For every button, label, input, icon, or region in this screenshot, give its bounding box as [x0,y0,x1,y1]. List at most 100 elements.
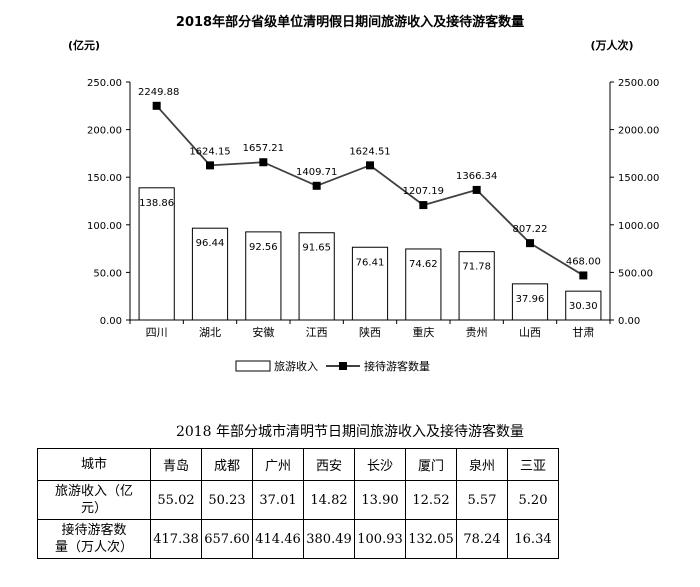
line-data-label: 1624.15 [189,146,230,157]
table-header-city: 青岛 [150,448,202,481]
table-cell: 12.52 [405,480,457,520]
table-header-row: 城市 青岛 成都 广州 西安 长沙 厦门 泉州 三亚 [37,448,559,481]
line-data-label: 1657.21 [243,143,284,154]
bar-series: 138.86 96.44 92.56 91.65 76.41 74.62 71.78 37.9… [138,187,602,321]
table-row-label-line: 接待游客数 [61,523,127,538]
x-tick-label: 四川 [146,326,168,339]
bar [351,246,389,321]
x-tick-label: 重庆 [412,325,434,339]
y-axis-unit-right: (万人次) [590,38,633,52]
x-tick-label: 安徽 [252,325,274,339]
bar [511,283,549,321]
table-header-city: 成都 [201,448,253,481]
table-cell: 5.57 [456,480,508,520]
y-tick-label-right: 2500.00 [618,78,659,89]
line-series: 2249.88 1624.15 1657.21 1409.71 1624.51 1207.… [138,87,601,280]
table-cell: 414.46 [252,519,304,559]
bar [245,231,282,321]
line-point [419,201,428,210]
table-row-label-line: 旅游收入（亿 [54,484,133,499]
table-cell: 657.60 [201,519,253,559]
legend-line-marker [339,362,347,370]
y-tick-label-right: 1500.00 [618,173,659,184]
legend: 旅游收入 接待游客数量 [235,359,430,373]
table-cell: 37.01 [252,480,304,520]
bar-data-label: 96.44 [196,238,225,249]
table-cell: 100.93 [354,519,406,559]
y-tick-label-left: 100.00 [87,221,122,232]
table-row-visitors: 接待游客数 量（万人次） 417.38 657.60 414.46 380.49… [37,519,559,559]
table-cell: 5.20 [507,480,559,520]
axes: 0.00 50.00 100.00 150.00 200.00 250.00 0.00 500… [87,78,659,339]
bar-data-label: 91.65 [302,243,331,254]
x-tick-label: 山西 [519,326,541,339]
legend-bar-swatch [235,360,271,372]
bar-data-label: 71.78 [462,262,491,273]
x-tick-label: 陕西 [359,325,381,339]
bar-data-label: 74.62 [409,259,438,270]
bar [298,232,335,321]
table-row-label-line: 元） [80,501,107,516]
bar [405,248,442,321]
table-title: 2018 年部分城市清明节日期间旅游收入及接待游客数量 [175,424,525,440]
y-tick-label-right: 500.00 [618,268,653,279]
y-tick-label-right: 1000.00 [618,221,659,232]
x-tick-label: 贵州 [466,326,488,339]
line-data-label: 807.22 [513,224,548,235]
table-header-city: 长沙 [354,448,406,481]
bar-data-label: 37.96 [516,294,545,305]
bar-data-label: 30.30 [569,301,598,312]
y-tick-label-right: 0.00 [618,316,640,327]
table-cell: 16.34 [507,519,559,559]
line-data-label: 1409.71 [296,167,337,178]
legend-bar-label: 旅游收入 [274,359,318,373]
chart-title: 2018年部分省级单位清明假日期间旅游收入及接待游客数量 [176,14,524,30]
bar-data-label: 138.86 [139,198,174,209]
table-row-income: 旅游收入（亿 元） 55.02 50.23 37.01 14.82 13.90 … [37,480,559,520]
line-data-label: 468.00 [566,256,601,267]
y-tick-label-left: 200.00 [87,126,122,137]
table-row-label-line: 量（万人次） [54,540,133,555]
bar-data-label: 92.56 [249,242,278,253]
line-data-label: 1624.51 [349,146,390,157]
bar [565,290,602,321]
table-header-city: 广州 [252,448,304,481]
bar [458,251,495,321]
table-cell: 132.05 [405,519,457,559]
table-header-city: 厦门 [405,448,457,481]
table-header-city: 泉州 [456,448,508,481]
table-cell: 13.90 [354,480,406,520]
line-point [579,271,588,280]
bar-data-label: 76.41 [356,257,385,268]
table-header-city: 三亚 [507,448,559,481]
y-tick-label-left: 150.00 [87,173,122,184]
line-data-label: 1366.34 [456,171,497,182]
x-tick-label: 甘肃 [572,326,594,339]
y-axis-unit-left: (亿元) [68,38,100,52]
table-cell: 417.38 [150,519,202,559]
y-tick-label-left: 50.00 [93,268,122,279]
legend-line-label: 接待游客数量 [364,359,430,373]
line-data-label: 2249.88 [138,87,179,98]
y-tick-label-left: 250.00 [87,78,122,89]
y-tick-label-left: 0.00 [100,316,122,327]
line-point [312,181,321,190]
table-cell: 50.23 [201,480,253,520]
x-tick-label: 江西 [306,326,328,339]
table-cell: 14.82 [303,480,355,520]
table-row-label: 接待游客数 量（万人次） [37,519,151,559]
line-point [366,161,374,170]
line-point [152,101,161,110]
table-header-label: 城市 [37,448,151,481]
x-tick-label: 湖北 [199,326,221,339]
bar [138,187,175,321]
combo-chart: 2018年部分省级单位清明假日期间旅游收入及接待游客数量 (亿元) (万人次) … [68,14,659,373]
table-cell: 380.49 [303,519,355,559]
city-data-table: 城市 青岛 成都 广州 西安 长沙 厦门 泉州 三亚 旅游收入（亿 元） 55.… [37,448,559,559]
y-tick-label-right: 2000.00 [618,126,659,137]
line-point [526,239,534,248]
line-data-label: 1207.19 [403,186,444,197]
table-header-city: 西安 [303,448,355,481]
table-row-label: 旅游收入（亿 元） [37,480,151,520]
bar [191,227,229,321]
